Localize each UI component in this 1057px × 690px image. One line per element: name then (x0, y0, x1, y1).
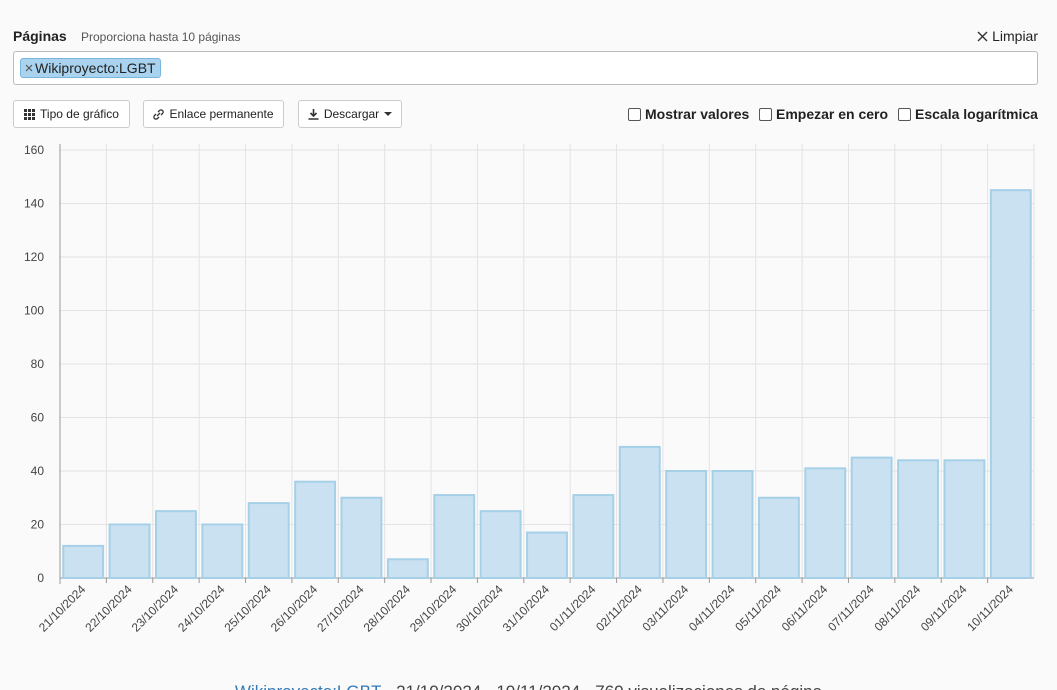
bar (618, 445, 661, 579)
x-tick-label: 08/11/2024 (871, 582, 923, 634)
option[interactable]: Mostrar valores (628, 106, 749, 122)
grid-icon (24, 108, 36, 120)
x-tick-label: 05/11/2024 (732, 582, 784, 634)
y-tick-label: 60 (31, 411, 45, 425)
clear-label: Limpiar (992, 28, 1038, 44)
option[interactable]: Escala logarítmica (898, 106, 1038, 122)
y-tick-label: 20 (31, 518, 45, 532)
x-tick-label: 27/10/2024 (314, 582, 367, 635)
bar (850, 456, 893, 579)
x-tick-label: 31/10/2024 (500, 582, 553, 635)
x-tick-label: 30/10/2024 (453, 582, 506, 635)
x-tick-label: 24/10/2024 (175, 582, 228, 635)
x-tick-label: 06/11/2024 (779, 582, 831, 634)
x-tick-label: 29/10/2024 (407, 582, 460, 635)
checkbox[interactable] (898, 107, 911, 121)
x-tick-label: 09/11/2024 (918, 582, 970, 634)
bar (665, 470, 708, 579)
x-tick-label: 02/11/2024 (593, 582, 645, 634)
clear-button[interactable]: Limpiar (977, 28, 1038, 44)
x-tick-label: 28/10/2024 (361, 582, 414, 635)
bar (989, 189, 1032, 579)
bar (155, 510, 197, 579)
page-input[interactable]: Wikiproyecto:LGBT (13, 51, 1038, 85)
y-tick-label: 40 (31, 464, 45, 478)
footer-views: 760 visualizaciones de página (595, 682, 822, 690)
option-label: Escala logarítmica (915, 106, 1038, 122)
x-tick-label: 23/10/2024 (129, 582, 182, 635)
x-tick-label: 03/11/2024 (640, 582, 692, 634)
y-tick-label: 100 (24, 304, 44, 318)
bar (711, 470, 754, 579)
footer-range: 21/10/2024 - 10/11/2024 (396, 682, 580, 690)
link-icon (153, 108, 165, 120)
download-icon (308, 108, 319, 120)
bar (479, 510, 522, 579)
x-tick-label: 22/10/2024 (82, 582, 135, 635)
bar (386, 558, 429, 580)
bar (897, 459, 939, 579)
chart-type-button[interactable]: Tipo de gráfico (13, 100, 130, 128)
bar (757, 496, 800, 579)
x-tick-label: 01/11/2024 (547, 582, 599, 634)
y-tick-label: 160 (24, 143, 44, 157)
footer: Wikiproyecto:LGBT · 21/10/2024 - 10/11/2… (0, 682, 1057, 690)
close-icon (977, 31, 988, 41)
pages-hint: Proporciona hasta 10 páginas (81, 30, 241, 44)
option-label: Empezar en cero (776, 106, 889, 122)
x-tick-label: 07/11/2024 (825, 582, 877, 634)
bar (294, 480, 337, 580)
checkbox[interactable] (628, 107, 641, 121)
chip-remove[interactable] (25, 64, 33, 72)
caret (384, 111, 393, 116)
bar (526, 531, 568, 580)
button-label: Descargar (323, 107, 380, 121)
x-tick-label: 26/10/2024 (268, 582, 321, 635)
footer-page[interactable]: Wikiproyecto:LGBT (235, 682, 381, 690)
checkbox[interactable] (759, 107, 772, 121)
x-tick-label: 10/11/2024 (964, 582, 1016, 634)
chip-label: Wikiproyecto:LGBT (35, 60, 156, 76)
x-tick-label: 21/10/2024 (36, 582, 89, 635)
permalink-button[interactable]: Enlace permanente (143, 100, 284, 128)
bar (572, 494, 615, 580)
page-chip: Wikiproyecto:LGBT (20, 58, 161, 78)
button-label: Tipo de gráfico (40, 107, 119, 121)
y-tick-label: 120 (24, 250, 44, 264)
bar (201, 523, 244, 579)
x-tick-label: 04/11/2024 (686, 582, 738, 634)
bar (340, 496, 383, 579)
bar (108, 523, 151, 579)
bar (943, 459, 986, 579)
pages-label: Páginas (13, 28, 67, 44)
bar (433, 494, 476, 580)
download-button[interactable]: Descargar (298, 100, 402, 128)
bar (62, 544, 105, 580)
option[interactable]: Empezar en cero (759, 106, 888, 122)
y-tick-label: 0 (37, 571, 44, 585)
bar (804, 467, 847, 580)
button-label: Enlace permanente (169, 107, 274, 121)
y-tick-label: 80 (31, 357, 45, 371)
x-tick-label: 25/10/2024 (221, 582, 274, 635)
option-label: Mostrar valores (645, 106, 750, 122)
y-tick-label: 140 (24, 197, 44, 211)
bar (247, 502, 290, 580)
